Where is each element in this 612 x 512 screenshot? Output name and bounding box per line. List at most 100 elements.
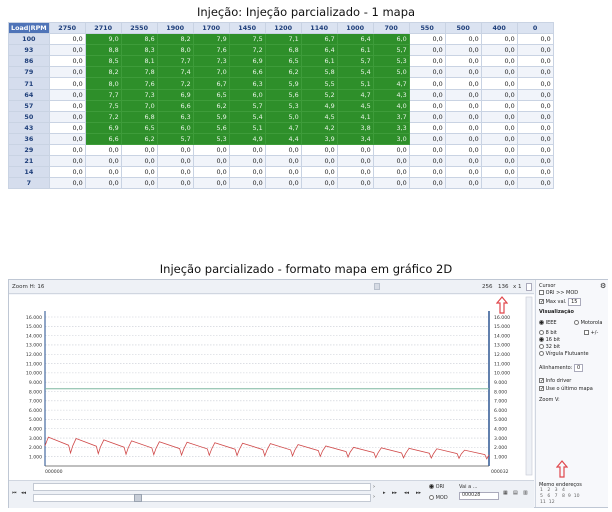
map-cell[interactable]: 0,0 <box>480 33 518 46</box>
map-cell[interactable]: 5,6 <box>264 88 302 101</box>
map-cell[interactable]: 0,0 <box>516 99 554 112</box>
map-cell[interactable]: 8,1 <box>120 55 158 68</box>
map-cell[interactable]: 0,0 <box>516 77 554 90</box>
ieee-radio[interactable]: IEEE <box>539 320 557 326</box>
map-cell[interactable]: 6,0 <box>372 33 410 46</box>
map-cell[interactable]: 0,0 <box>48 132 86 146</box>
map-cell[interactable]: 6,2 <box>192 99 230 112</box>
map-cell[interactable]: 0,0 <box>84 166 122 179</box>
forward-button[interactable]: ▸▸ <box>416 490 422 496</box>
rpm-column-header[interactable]: 1450 <box>228 21 266 35</box>
map-cell[interactable]: 6,7 <box>300 33 338 46</box>
map-cell[interactable]: 0,0 <box>444 44 482 57</box>
map-cell[interactable]: 0,0 <box>264 177 302 190</box>
align-spinner[interactable]: 0 <box>574 364 584 372</box>
map-cell[interactable]: 0,0 <box>516 33 554 46</box>
map-cell[interactable]: 6,0 <box>156 121 194 134</box>
map-cell[interactable]: 0,0 <box>228 166 266 179</box>
map-cell[interactable]: 4,7 <box>264 121 302 134</box>
map-cell[interactable]: 7,5 <box>228 33 266 46</box>
map-cell[interactable]: 0,0 <box>408 132 446 146</box>
map-cell[interactable]: 6,5 <box>192 88 230 101</box>
scroll-right-arrow-icon-2[interactable]: › <box>373 494 375 500</box>
rpm-column-header[interactable]: 500 <box>444 21 482 35</box>
map-cell[interactable]: 7,4 <box>156 66 194 79</box>
map-cell[interactable]: 0,0 <box>48 88 86 101</box>
map-cell[interactable]: 0,0 <box>408 88 446 101</box>
map-cell[interactable]: 0,0 <box>408 177 446 190</box>
map-cell[interactable]: 0,0 <box>444 33 482 46</box>
map-cell[interactable]: 6,3 <box>228 77 266 90</box>
map-cell[interactable]: 5,3 <box>192 132 230 146</box>
map-cell[interactable]: 0,0 <box>480 121 518 134</box>
map-cell[interactable]: 8,2 <box>84 66 122 79</box>
map-cell[interactable]: 7,3 <box>120 88 158 101</box>
map-cell[interactable]: 0,0 <box>48 155 86 168</box>
map-cell[interactable]: 0,0 <box>372 144 410 157</box>
map-cell[interactable]: 5,3 <box>372 55 410 68</box>
map-cell[interactable]: 0,0 <box>156 166 194 179</box>
map-cell[interactable]: 0,0 <box>84 177 122 190</box>
memo-slot[interactable]: 6 <box>547 494 551 499</box>
map-cell[interactable]: 0,0 <box>480 144 518 157</box>
maxval-spinner[interactable]: 15 <box>568 298 581 306</box>
map-cell[interactable]: 0,0 <box>372 155 410 168</box>
map-cell[interactable]: 0,0 <box>516 88 554 101</box>
ori-toggle[interactable]: ORI <box>429 484 444 490</box>
map-cell[interactable]: 7,8 <box>120 66 158 79</box>
map-cell[interactable]: 0,0 <box>516 110 554 123</box>
rpm-column-header[interactable]: 1140 <box>300 21 338 35</box>
prev-page-button[interactable]: ◂◂ <box>21 490 27 496</box>
vertical-scrollbar[interactable] <box>525 296 533 476</box>
map-cell[interactable]: 5,6 <box>192 121 230 134</box>
map-cell[interactable]: 0,0 <box>480 132 518 146</box>
map-cell[interactable]: 5,9 <box>264 77 302 90</box>
map-cell[interactable]: 3,4 <box>336 132 374 146</box>
horizontal-scroll-top[interactable] <box>33 483 371 491</box>
skip-button[interactable]: ▸▸ <box>392 490 398 496</box>
rpm-column-header[interactable]: 2750 <box>48 21 86 35</box>
map-cell[interactable]: 8,0 <box>156 44 194 57</box>
map-cell[interactable]: 0,0 <box>408 166 446 179</box>
map-cell[interactable]: 0,0 <box>192 155 230 168</box>
rpm-column-header[interactable]: 400 <box>480 21 518 35</box>
goto-input[interactable]: 000028 <box>459 492 499 500</box>
memo-slot[interactable]: 9 <box>567 494 571 499</box>
map-cell[interactable]: 8,5 <box>84 55 122 68</box>
bit8-radio[interactable]: 8 bit <box>539 330 557 336</box>
map-cell[interactable]: 5,4 <box>228 110 266 123</box>
map-cell[interactable]: 0,0 <box>84 155 122 168</box>
map-cell[interactable]: 8,3 <box>120 44 158 57</box>
map-cell[interactable]: 0,0 <box>408 55 446 68</box>
top-scroll-thumb[interactable] <box>374 283 380 290</box>
map-cell[interactable]: 5,5 <box>300 77 338 90</box>
map-cell[interactable]: 5,2 <box>300 88 338 101</box>
rpm-column-header[interactable]: 1900 <box>156 21 194 35</box>
map-cell[interactable]: 0,0 <box>48 166 86 179</box>
map-cell[interactable]: 6,1 <box>300 55 338 68</box>
map-cell[interactable]: 7,7 <box>156 55 194 68</box>
map-cell[interactable]: 0,0 <box>264 166 302 179</box>
map-cell[interactable]: 0,0 <box>372 177 410 190</box>
map-cell[interactable]: 0,0 <box>516 177 554 190</box>
map-cell[interactable]: 3,9 <box>300 132 338 146</box>
map-cell[interactable]: 6,5 <box>264 55 302 68</box>
rpm-column-header[interactable]: 2710 <box>84 21 122 35</box>
map-cell[interactable]: 4,5 <box>336 99 374 112</box>
map-cell[interactable]: 0,0 <box>48 110 86 123</box>
map-cell[interactable]: 0,0 <box>336 155 374 168</box>
map-cell[interactable]: 0,0 <box>48 33 86 46</box>
scroll-thumb[interactable] <box>134 494 142 502</box>
map-cell[interactable]: 6,8 <box>120 110 158 123</box>
map-cell[interactable]: 0,0 <box>300 177 338 190</box>
map-cell[interactable]: 0,0 <box>444 55 482 68</box>
map-cell[interactable]: 0,0 <box>408 77 446 90</box>
map-cell[interactable]: 8,0 <box>84 77 122 90</box>
load-row-header[interactable]: 64 <box>8 88 50 101</box>
map-cell[interactable]: 0,0 <box>408 33 446 46</box>
map-cell[interactable]: 0,0 <box>408 155 446 168</box>
map-cell[interactable]: 0,0 <box>48 177 86 190</box>
map-cell[interactable]: 0,0 <box>48 144 86 157</box>
map-cell[interactable]: 6,7 <box>192 77 230 90</box>
map-cell[interactable]: 7,6 <box>192 44 230 57</box>
